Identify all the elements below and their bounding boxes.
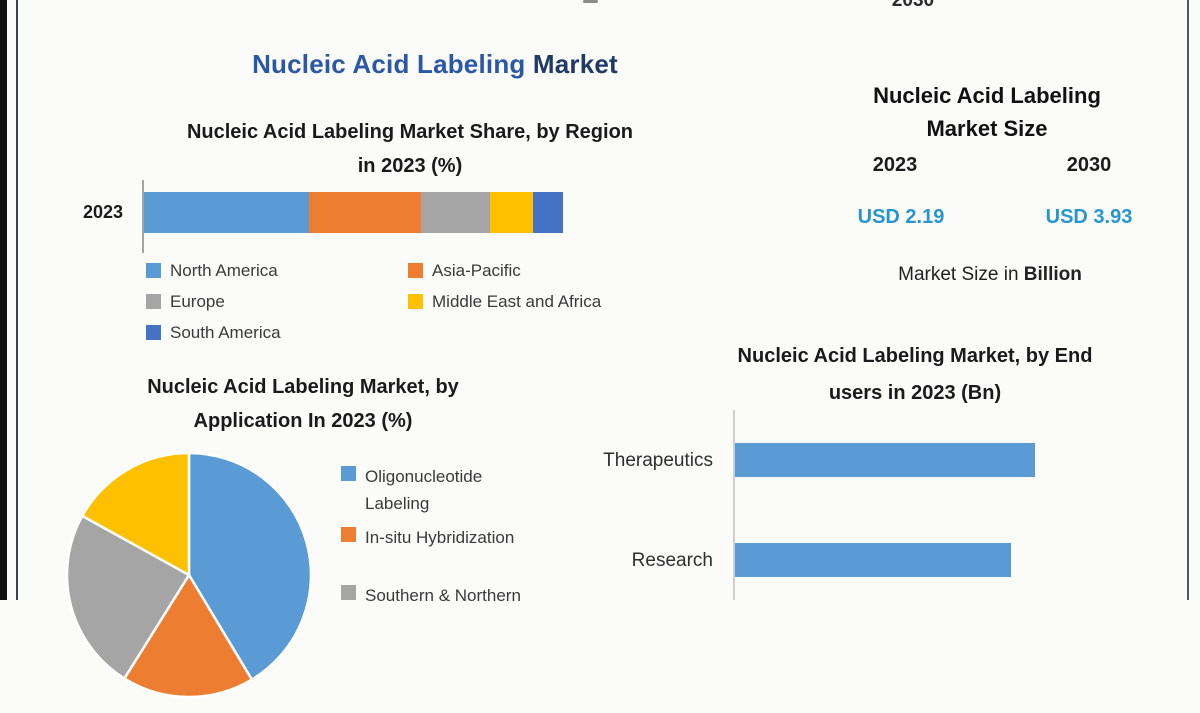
application-chart-title: Nucleic Acid Labeling Market, by Applica… — [58, 370, 548, 438]
southern-northern-swatch-icon — [341, 585, 356, 600]
end-users-label-research: Research — [631, 550, 713, 571]
region-chart-title-line2: in 2023 (%) — [357, 155, 463, 177]
pie-slice-3 — [80, 451, 191, 578]
legend-label-southern-northern: Southern & Northern — [365, 586, 521, 605]
region-bar-segment-3 — [489, 192, 533, 233]
region-bar-segment-4 — [532, 192, 563, 233]
region-bar-segment-0 — [144, 192, 310, 233]
page-title: Nucleic Acid Labeling Market — [135, 49, 735, 80]
region-bar-segment-2 — [421, 192, 490, 233]
end-users-label-therapeutics: Therapeutics — [603, 450, 713, 471]
end-users-chart-title: Nucleic Acid Labeling Market, by End use… — [665, 338, 1165, 412]
legend-label-oligonucleotide-labeling: Oligonucleotide Labeling — [365, 467, 483, 513]
market-size-year-2030: 2030 — [1066, 154, 1112, 176]
market-size-caption-unit: Billion — [1023, 264, 1082, 285]
region-legend: North America Asia-Pacific Europe Middle… — [146, 255, 658, 348]
legend-item-middle-east-africa: Middle East and Africa — [408, 286, 658, 317]
application-chart-title-line2: Application In 2023 (%) — [193, 410, 413, 432]
end-users-chart-title-line1: Nucleic Acid Labeling Market, by End — [737, 345, 1093, 367]
market-size-value-2030: USD 3.93 — [1045, 206, 1133, 228]
left-border-line — [16, 0, 18, 600]
in-situ-hybridization-swatch-icon — [341, 527, 356, 542]
region-chart-title: Nucleic Acid Labeling Market Share, by R… — [145, 115, 675, 183]
region-chart-title-line1: Nucleic Acid Labeling Market Share, by R… — [186, 121, 634, 143]
application-legend: Oligonucleotide Labeling In-situ Hybridi… — [341, 463, 551, 605]
legend-label-south-america: South America — [170, 322, 281, 342]
legend-item-south-america: South America — [146, 317, 408, 348]
market-size-title: Nucleic Acid Labeling Market Size — [830, 79, 1144, 145]
legend-item-europe: Europe — [146, 286, 408, 317]
europe-swatch-icon — [146, 294, 161, 309]
legend-label-in-situ-hybridization: In-situ Hybridization — [365, 528, 515, 547]
end-users-bar-therapeutics — [735, 443, 1035, 477]
middle-east-africa-swatch-icon — [408, 294, 423, 309]
left-border-bar — [0, 0, 7, 600]
legend-item-in-situ-hybridization: In-situ Hybridization — [341, 524, 530, 551]
south-america-swatch-icon — [146, 325, 161, 340]
asia-pacific-swatch-icon — [408, 263, 423, 278]
page-title-part1: Nucleic Acid Labeling — [252, 49, 533, 79]
market-size-title-line2: Market Size — [926, 116, 1048, 141]
legend-item-oligonucleotide-labeling: Oligonucleotide Labeling — [341, 463, 530, 517]
end-users-bar-research — [735, 543, 1011, 577]
legend-item-southern-northern: Southern & Northern — [341, 582, 530, 609]
region-axis-line — [142, 180, 144, 253]
oligonucleotide-labeling-swatch-icon — [341, 466, 356, 481]
legend-label-asia-pacific: Asia-Pacific — [432, 260, 521, 280]
infographic-page: { "page": { "background": "#fbfbf9", "to… — [0, 0, 1189, 697]
region-axis-label: 2023 — [82, 202, 123, 222]
market-size-title-line1: Nucleic Acid Labeling — [873, 83, 1101, 108]
legend-label-north-america: North America — [170, 260, 278, 280]
market-size-caption: Market Size in Billion — [840, 264, 1140, 286]
region-bar-segment-1 — [309, 192, 422, 233]
end-users-chart-title-line2: users in 2023 (Bn) — [828, 382, 1002, 404]
cropped-year-label: 2030 — [891, 0, 935, 11]
cropped-artifact-dash — [583, 0, 598, 3]
application-chart-title-line1: Nucleic Acid Labeling Market, by — [147, 376, 459, 398]
legend-item-north-america: North America — [146, 255, 408, 286]
market-size-value-2023: USD 2.19 — [857, 206, 945, 228]
page-title-part2: Market — [532, 49, 618, 79]
legend-label-middle-east-africa: Middle East and Africa — [432, 291, 602, 311]
market-size-caption-prefix: Market Size in — [898, 264, 1024, 285]
north-america-swatch-icon — [146, 263, 161, 278]
market-size-year-2023: 2023 — [872, 154, 918, 176]
region-stacked-bar — [144, 192, 563, 233]
right-border-line — [1187, 0, 1189, 600]
application-pie-chart — [65, 451, 313, 699]
end-users-axis-line — [733, 410, 735, 600]
legend-label-europe: Europe — [170, 291, 225, 311]
legend-item-asia-pacific: Asia-Pacific — [408, 255, 658, 286]
